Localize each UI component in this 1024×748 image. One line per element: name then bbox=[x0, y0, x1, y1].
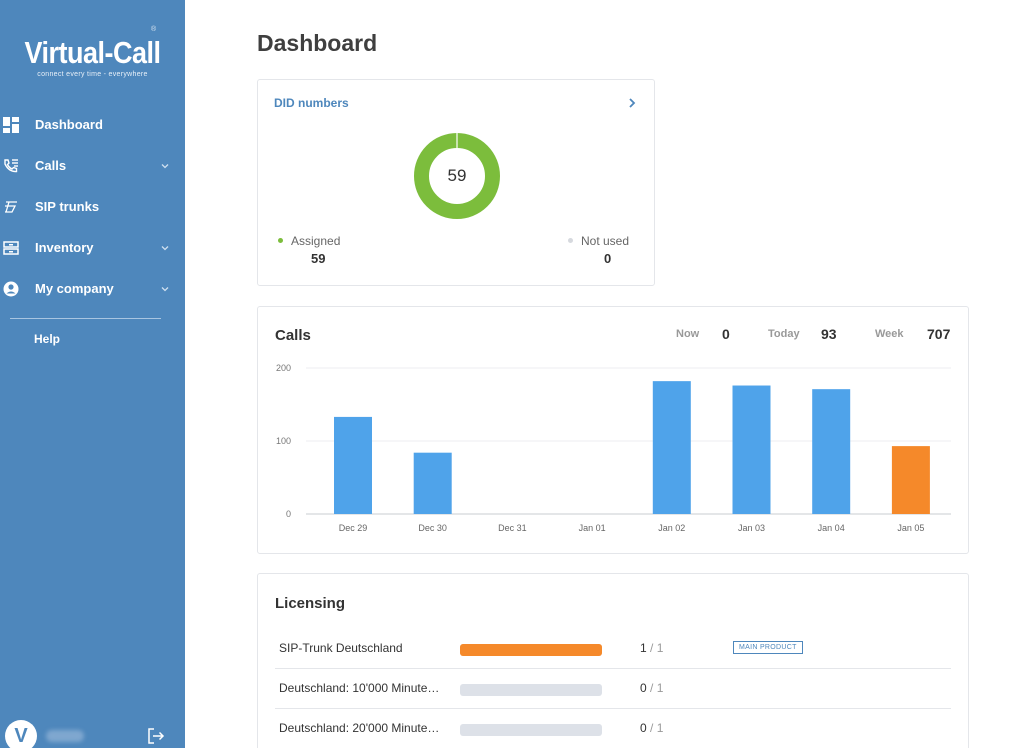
x-tick-label: Dec 31 bbox=[498, 523, 527, 533]
y-tick-label: 200 bbox=[276, 363, 291, 373]
phone-list-icon bbox=[4, 158, 18, 172]
y-tick-label: 0 bbox=[286, 509, 291, 519]
sidebar-item-label: Inventory bbox=[35, 240, 94, 255]
chevron-down-icon bbox=[161, 163, 169, 168]
did-numbers-card: DID numbers 59 Assigned 59 Not used 0 bbox=[257, 79, 655, 286]
license-row[interactable]: Deutschland: 20'000 Minute… 0 / 1 bbox=[275, 709, 951, 748]
license-usage-fill bbox=[460, 644, 602, 656]
avatar[interactable]: V bbox=[5, 720, 37, 748]
licensing-card: Licensing SIP-Trunk Deutschland 1 / 1 MA… bbox=[257, 573, 969, 748]
sidebar-item-label: Calls bbox=[35, 158, 67, 173]
license-total: / 1 bbox=[650, 681, 664, 695]
user-name-redacted bbox=[46, 730, 84, 742]
week-label: Week bbox=[875, 328, 904, 340]
chevron-down-icon bbox=[161, 245, 169, 250]
today-label: Today bbox=[768, 328, 800, 340]
bar[interactable] bbox=[812, 389, 851, 514]
logo[interactable]: Virtual-Call ® connect every time - ever… bbox=[0, 26, 185, 78]
chevron-down-icon bbox=[161, 286, 169, 291]
legend-dot-not-used bbox=[568, 238, 573, 244]
license-usage-bar bbox=[460, 644, 602, 656]
calls-title: Calls bbox=[275, 327, 311, 344]
logo-registered-mark: ® bbox=[151, 26, 157, 33]
logo-title: Virtual-Call bbox=[24, 36, 161, 70]
x-tick-label: Jan 04 bbox=[818, 523, 845, 533]
dashboard-icon bbox=[3, 116, 19, 133]
sidebar-nav: Dashboard Calls SIP trunks Inventory My … bbox=[0, 104, 185, 309]
page-title: Dashboard bbox=[257, 30, 378, 56]
inventory-icon bbox=[3, 240, 19, 255]
licensing-title: Licensing bbox=[275, 595, 346, 612]
license-name: SIP-Trunk Deutschland bbox=[279, 641, 403, 655]
legend-dot-assigned bbox=[278, 238, 283, 244]
bar[interactable] bbox=[732, 385, 771, 514]
logo-tagline: connect every time - everywhere bbox=[37, 71, 148, 78]
sidebar-item-label: Dashboard bbox=[35, 117, 103, 132]
legend-not-used-label: Not used bbox=[581, 234, 630, 248]
legend-assigned-label: Assigned bbox=[291, 234, 341, 248]
license-count: 0 / 1 bbox=[640, 681, 663, 695]
sidebar: Virtual-Call ® connect every time - ever… bbox=[0, 0, 185, 748]
license-usage-bar bbox=[460, 724, 602, 736]
y-tick-label: 100 bbox=[276, 436, 291, 446]
bar[interactable] bbox=[652, 381, 691, 514]
license-row[interactable]: SIP-Trunk Deutschland 1 / 1 MAIN PRODUCT bbox=[275, 629, 951, 669]
calls-card: Calls Now 0 Today 93 Week 707 0 100 200 Dec… bbox=[257, 306, 969, 554]
license-count: 1 / 1 bbox=[640, 641, 663, 655]
license-used: 1 bbox=[640, 641, 647, 655]
x-tick-label: Jan 03 bbox=[738, 523, 765, 533]
bar[interactable] bbox=[413, 452, 452, 514]
license-usage-bar bbox=[460, 684, 602, 696]
license-row[interactable]: Deutschland: 10'000 Minute… 0 / 1 bbox=[275, 669, 951, 709]
x-tick-label: Jan 02 bbox=[658, 523, 685, 533]
sidebar-item-inventory[interactable]: Inventory bbox=[0, 227, 185, 268]
today-value: 93 bbox=[821, 326, 837, 342]
sidebar-item-my-company[interactable]: My company bbox=[0, 268, 185, 309]
license-used: 0 bbox=[640, 721, 647, 735]
bar[interactable] bbox=[891, 446, 930, 514]
sidebar-item-dashboard[interactable]: Dashboard bbox=[0, 104, 185, 145]
license-total: / 1 bbox=[650, 641, 664, 655]
x-tick-label: Dec 30 bbox=[418, 523, 447, 533]
legend-assigned: Assigned bbox=[278, 234, 340, 248]
now-label: Now bbox=[676, 328, 700, 340]
account-icon bbox=[3, 281, 19, 296]
now-value: 0 bbox=[722, 326, 730, 342]
assigned-value: 59 bbox=[311, 251, 326, 266]
chevron-right-icon[interactable] bbox=[626, 96, 638, 110]
sip-trunk-icon bbox=[5, 200, 17, 213]
x-tick-label: Jan 01 bbox=[579, 523, 606, 533]
license-name: Deutschland: 10'000 Minute… bbox=[279, 681, 440, 695]
x-tick-label: Dec 29 bbox=[339, 523, 368, 533]
did-total-value: 59 bbox=[447, 166, 467, 185]
sidebar-item-help[interactable]: Help bbox=[34, 332, 61, 346]
license-used: 0 bbox=[640, 681, 647, 695]
sidebar-item-sip-trunks[interactable]: SIP trunks bbox=[0, 186, 185, 227]
bar[interactable] bbox=[334, 416, 372, 514]
sidebar-footer: V bbox=[0, 718, 185, 748]
license-count: 0 / 1 bbox=[640, 721, 663, 735]
did-numbers-title-link[interactable]: DID numbers bbox=[274, 96, 349, 110]
sidebar-divider bbox=[10, 318, 161, 319]
license-name: Deutschland: 20'000 Minute… bbox=[279, 721, 440, 735]
sidebar-item-label: My company bbox=[35, 281, 114, 296]
legend-not-used: Not used bbox=[568, 234, 629, 248]
sidebar-item-calls[interactable]: Calls bbox=[0, 145, 185, 186]
did-donut-chart bbox=[414, 133, 500, 219]
sidebar-item-label: SIP trunks bbox=[35, 199, 100, 214]
not-used-value: 0 bbox=[604, 251, 612, 266]
license-total: / 1 bbox=[650, 721, 664, 735]
calls-bar-chart: 0 100 200 Dec 29 Dec 30 Dec 31 Jan 01 Jan 02 Jan… bbox=[276, 363, 951, 533]
x-tick-label: Jan 05 bbox=[897, 523, 924, 533]
logout-icon[interactable] bbox=[147, 727, 165, 745]
main-product-badge: MAIN PRODUCT bbox=[733, 641, 803, 654]
week-value: 707 bbox=[927, 326, 951, 342]
